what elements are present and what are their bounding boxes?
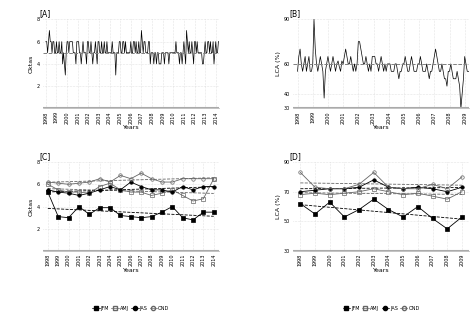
Text: [D]: [D] (290, 152, 301, 161)
Y-axis label: LCA (%): LCA (%) (276, 52, 281, 76)
Legend: JFM, AMJ, JAS, OND: JFM, AMJ, JAS, OND (341, 304, 421, 313)
Text: [B]: [B] (290, 10, 301, 19)
X-axis label: Years: Years (373, 268, 390, 273)
X-axis label: Years: Years (122, 268, 139, 273)
X-axis label: Years: Years (373, 125, 390, 130)
Text: [A]: [A] (39, 10, 50, 19)
X-axis label: Years: Years (122, 125, 139, 130)
Text: [C]: [C] (39, 152, 50, 161)
Y-axis label: LCA (%): LCA (%) (276, 194, 281, 219)
Y-axis label: Oktas: Oktas (29, 197, 34, 216)
Legend: JFM, AMJ, JAS, OND: JFM, AMJ, JAS, OND (91, 304, 171, 313)
Y-axis label: Oktas: Oktas (29, 55, 34, 73)
